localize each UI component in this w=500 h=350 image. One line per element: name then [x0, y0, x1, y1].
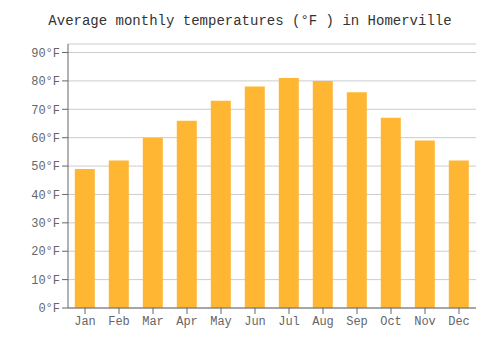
svg-text:Apr: Apr — [176, 315, 198, 329]
svg-text:30°F: 30°F — [31, 217, 60, 231]
svg-text:Feb: Feb — [108, 315, 130, 329]
svg-text:Jul: Jul — [278, 315, 300, 329]
svg-text:80°F: 80°F — [31, 75, 60, 89]
svg-text:50°F: 50°F — [31, 160, 60, 174]
svg-text:May: May — [210, 315, 232, 329]
svg-text:Oct: Oct — [380, 315, 402, 329]
svg-text:Nov: Nov — [414, 315, 436, 329]
svg-text:10°F: 10°F — [31, 274, 60, 288]
svg-text:70°F: 70°F — [31, 104, 60, 118]
svg-text:Dec: Dec — [448, 315, 470, 329]
html-text:Average monthly temperatures (: Average monthly temperatures (°F ) in Ho… — [48, 13, 452, 29]
svg-text:40°F: 40°F — [31, 189, 60, 203]
svg-text:Mar: Mar — [142, 315, 164, 329]
svg-text:Jan: Jan — [74, 315, 96, 329]
svg-text:Jun: Jun — [244, 315, 266, 329]
svg-text:20°F: 20°F — [31, 245, 60, 259]
svg-text:Aug: Aug — [312, 315, 334, 329]
svg-text:0°F: 0°F — [38, 302, 60, 316]
svg-text:60°F: 60°F — [31, 132, 60, 146]
svg-text:Sep: Sep — [346, 315, 368, 329]
svg-text:90°F: 90°F — [31, 47, 60, 61]
